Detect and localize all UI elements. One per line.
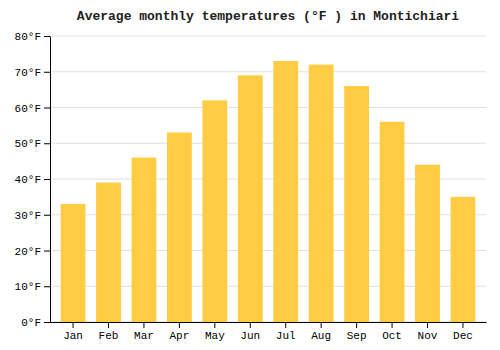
bar	[344, 86, 369, 322]
bar	[273, 61, 298, 322]
y-axis: 0°F 10°F 20°F 30°F 40°F 50°F 60°F 70°F 80°F	[15, 31, 51, 329]
x-tick-mark	[285, 322, 286, 328]
x-tick-mark	[214, 322, 215, 328]
x-tick-mark	[462, 322, 463, 328]
y-tick-label: 50°F	[15, 138, 41, 150]
y-tick-mark	[44, 143, 50, 144]
y-tick-label: 30°F	[15, 210, 41, 222]
x-tick: Jun	[240, 322, 260, 342]
y-tick-label: 10°F	[15, 281, 41, 293]
bar	[132, 158, 157, 322]
bar	[96, 183, 121, 322]
y-tick: 70°F	[15, 67, 50, 79]
y-tick: 40°F	[15, 174, 50, 186]
y-tick: 0°F	[21, 317, 50, 329]
grid-line	[50, 36, 486, 37]
bar	[238, 75, 263, 322]
y-tick-label: 70°F	[15, 67, 41, 79]
x-tick-mark	[143, 322, 144, 328]
grid-line	[50, 143, 486, 144]
bar	[167, 133, 192, 322]
x-tick-label: Sep	[347, 330, 367, 342]
y-tick: 50°F	[15, 138, 50, 150]
x-tick-mark	[179, 322, 180, 328]
y-axis-line	[50, 37, 51, 323]
title: Average monthly temperatures (°F ) in Mo…	[77, 9, 459, 24]
y-tick-mark	[44, 108, 50, 109]
x-tick-mark	[73, 322, 74, 328]
x-tick-mark	[392, 322, 393, 328]
y-tick-mark	[44, 72, 50, 73]
y-tick: 20°F	[15, 246, 50, 258]
x-tick-mark	[427, 322, 428, 328]
x-tick: Mar	[134, 322, 154, 342]
y-tick-label: 0°F	[21, 317, 41, 329]
x-tick: Dec	[453, 322, 473, 342]
bar	[451, 197, 476, 322]
x-tick: May	[205, 322, 225, 342]
x-axis: Jan Feb Mar Apr May Jun Jul Aug Sep Oct Nov Dec	[51, 322, 487, 342]
x-tick: Jul	[276, 322, 296, 342]
y-tick-label: 80°F	[15, 31, 41, 43]
bar	[380, 122, 405, 322]
grid	[50, 36, 486, 322]
bars	[61, 61, 476, 322]
y-tick-label: 60°F	[15, 103, 41, 115]
y-tick: 60°F	[15, 103, 50, 115]
x-tick-label: Oct	[382, 330, 402, 342]
x-tick-label: Mar	[134, 330, 154, 342]
bar	[61, 204, 86, 322]
x-tick: Nov	[418, 322, 438, 342]
x-tick: Aug	[311, 322, 331, 342]
y-tick-label: 20°F	[15, 246, 41, 258]
x-tick-mark	[250, 322, 251, 328]
x-tick-label: May	[205, 330, 225, 342]
x-tick: Oct	[382, 322, 402, 342]
x-tick: Jan	[63, 322, 83, 342]
x-tick-label: Dec	[453, 330, 473, 342]
grid-line	[50, 107, 486, 108]
plot: Jan Feb Mar Apr May Jun Jul Aug Sep Oct Nov Dec 0°F 1…	[15, 31, 487, 342]
x-tick-mark	[108, 322, 109, 328]
x-tick-mark	[321, 322, 322, 328]
y-tick-mark	[44, 215, 50, 216]
x-tick-mark	[356, 322, 357, 328]
x-axis-line	[51, 322, 487, 323]
y-tick: 10°F	[15, 281, 50, 293]
x-tick-label: Jul	[276, 330, 296, 342]
x-tick: Sep	[347, 322, 367, 342]
bar	[202, 100, 227, 322]
y-tick-mark	[44, 322, 50, 323]
y-tick-mark	[44, 286, 50, 287]
x-tick-label: Nov	[418, 330, 438, 342]
x-tick-label: Apr	[169, 330, 189, 342]
grid-line	[50, 71, 486, 72]
y-tick-mark	[44, 179, 50, 180]
x-tick-label: Aug	[311, 330, 331, 342]
x-tick: Feb	[99, 322, 119, 342]
x-tick-label: Feb	[99, 330, 119, 342]
y-tick-mark	[44, 251, 50, 252]
y-tick-label: 40°F	[15, 174, 41, 186]
chart: Jan Feb Mar Apr May Jun Jul Aug Sep Oct Nov Dec 0°F 1…	[0, 0, 500, 350]
y-tick: 30°F	[15, 210, 50, 222]
x-tick: Apr	[169, 322, 189, 342]
x-tick-label: Jun	[240, 330, 260, 342]
bar	[415, 165, 440, 322]
y-tick: 80°F	[15, 31, 50, 43]
x-tick-label: Jan	[63, 330, 83, 342]
bar	[309, 65, 334, 322]
y-tick-mark	[44, 36, 50, 37]
